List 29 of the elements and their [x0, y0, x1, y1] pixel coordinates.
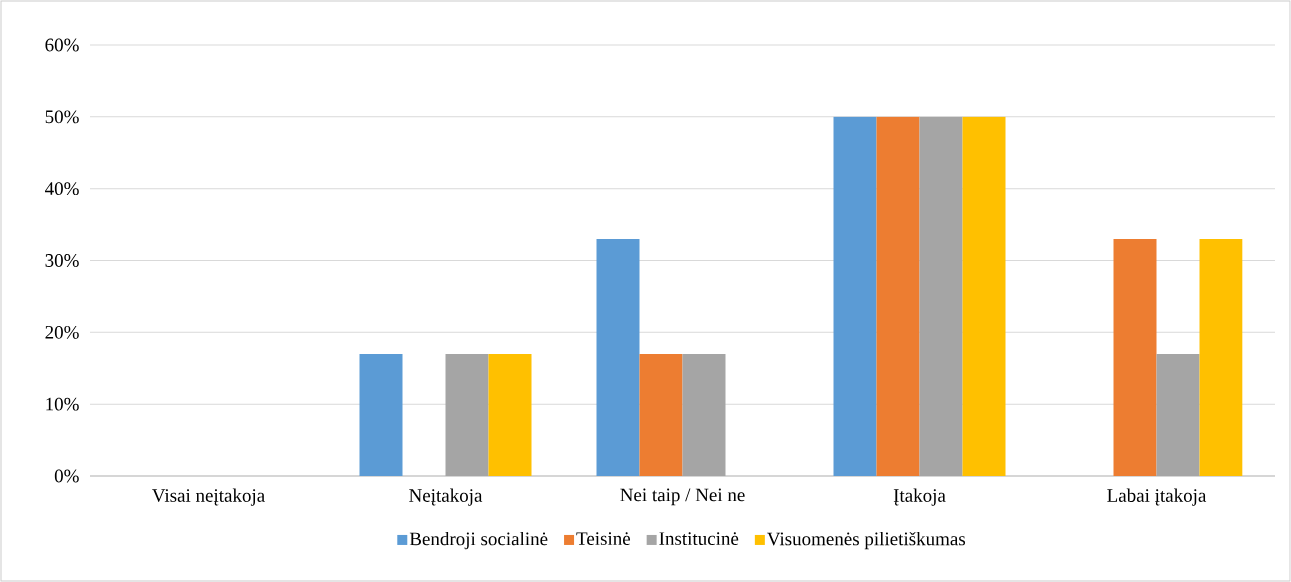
bar	[445, 353, 489, 476]
bar	[1199, 238, 1243, 476]
legend-label: Teisinė	[576, 532, 631, 546]
bar	[639, 353, 683, 476]
legend-label: Institucinė	[659, 532, 739, 546]
y-tick-label: 60%	[45, 38, 79, 52]
bar	[876, 116, 920, 476]
x-tick-label: Įtakoja	[893, 488, 946, 506]
y-tick-label: 30%	[45, 254, 79, 267]
y-tick-label: 10%	[46, 397, 79, 411]
bar	[962, 116, 1006, 476]
legend-label: Visuomenės pilietiškumas	[767, 531, 966, 550]
y-tick-label: 20%	[45, 325, 79, 339]
x-tick-label: Labai įtakoja	[1107, 488, 1207, 506]
x-tick-label: Neįtakoja	[409, 488, 483, 506]
bar	[359, 353, 403, 476]
legend-label: Bendroji socialinė	[409, 531, 548, 550]
bar	[488, 353, 532, 476]
y-tick-label: 50%	[45, 110, 79, 124]
x-tick-label: Nei taip / Nei ne	[620, 488, 745, 506]
bar	[919, 116, 963, 476]
bar	[596, 238, 640, 476]
bar	[1156, 353, 1200, 476]
bar	[1113, 238, 1157, 476]
y-tick-label: 40%	[45, 182, 79, 196]
y-tick-label: 0%	[54, 469, 79, 483]
bar	[682, 353, 726, 476]
x-tick-label: Visai neįtakoja	[152, 488, 265, 506]
bar	[833, 116, 877, 476]
